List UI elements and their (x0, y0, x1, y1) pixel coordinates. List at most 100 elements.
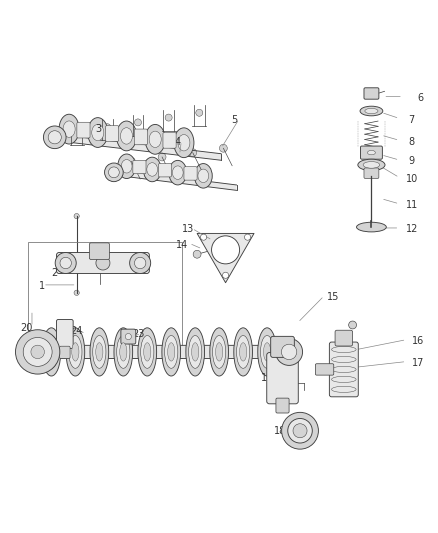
FancyBboxPatch shape (271, 336, 294, 358)
Ellipse shape (358, 159, 385, 171)
Ellipse shape (143, 157, 161, 182)
Circle shape (219, 144, 227, 152)
FancyBboxPatch shape (315, 364, 334, 375)
Text: 24: 24 (71, 326, 83, 336)
Ellipse shape (261, 336, 274, 368)
Ellipse shape (121, 159, 132, 173)
Text: 3: 3 (95, 124, 102, 134)
FancyBboxPatch shape (133, 160, 146, 174)
Circle shape (105, 163, 123, 182)
Ellipse shape (360, 106, 383, 116)
Ellipse shape (363, 161, 380, 168)
FancyBboxPatch shape (38, 345, 295, 359)
Polygon shape (55, 134, 221, 160)
Ellipse shape (198, 169, 208, 183)
Ellipse shape (120, 343, 127, 361)
Circle shape (60, 257, 71, 269)
Circle shape (55, 253, 76, 273)
Ellipse shape (178, 134, 190, 151)
Ellipse shape (147, 163, 158, 176)
Ellipse shape (120, 128, 133, 144)
Ellipse shape (145, 124, 165, 154)
Ellipse shape (138, 328, 157, 376)
FancyBboxPatch shape (106, 126, 119, 141)
Text: 19: 19 (261, 373, 273, 383)
Ellipse shape (92, 124, 104, 141)
Text: 7: 7 (409, 115, 415, 125)
Circle shape (276, 338, 303, 366)
Circle shape (23, 337, 52, 366)
Ellipse shape (212, 336, 226, 368)
Polygon shape (197, 233, 254, 282)
Ellipse shape (215, 343, 223, 361)
Text: 13: 13 (182, 224, 194, 235)
Ellipse shape (72, 343, 79, 361)
Ellipse shape (186, 328, 205, 376)
Ellipse shape (114, 328, 133, 376)
Circle shape (189, 149, 197, 157)
Text: 8: 8 (409, 136, 415, 147)
Text: 18: 18 (274, 426, 286, 436)
FancyBboxPatch shape (163, 132, 176, 148)
Circle shape (15, 330, 60, 374)
Circle shape (223, 272, 229, 278)
Ellipse shape (66, 328, 85, 376)
Text: 2: 2 (52, 268, 58, 278)
Circle shape (73, 128, 80, 135)
Circle shape (244, 234, 251, 240)
Circle shape (31, 345, 44, 359)
Ellipse shape (191, 343, 199, 361)
Circle shape (201, 234, 207, 240)
Ellipse shape (117, 336, 130, 368)
Circle shape (193, 251, 201, 258)
Ellipse shape (173, 166, 183, 180)
Circle shape (109, 167, 119, 177)
Ellipse shape (357, 222, 386, 232)
Ellipse shape (149, 131, 161, 148)
Text: 23: 23 (132, 329, 144, 340)
Circle shape (134, 119, 141, 126)
Text: 9: 9 (409, 156, 415, 166)
FancyBboxPatch shape (364, 168, 379, 179)
Ellipse shape (90, 328, 109, 376)
FancyBboxPatch shape (276, 398, 289, 413)
Ellipse shape (264, 343, 271, 361)
FancyBboxPatch shape (360, 146, 382, 159)
Text: 1: 1 (39, 281, 45, 291)
Ellipse shape (48, 343, 55, 361)
Ellipse shape (240, 343, 247, 361)
Ellipse shape (42, 328, 61, 376)
Ellipse shape (165, 336, 178, 368)
Bar (28, 243, 182, 359)
Ellipse shape (367, 150, 375, 155)
Ellipse shape (96, 343, 103, 361)
Ellipse shape (93, 336, 106, 368)
Ellipse shape (118, 154, 136, 179)
Ellipse shape (258, 328, 276, 376)
Text: 17: 17 (412, 358, 424, 368)
Text: 11: 11 (406, 200, 418, 210)
Ellipse shape (174, 128, 194, 158)
FancyBboxPatch shape (60, 346, 70, 359)
FancyBboxPatch shape (159, 164, 172, 177)
FancyBboxPatch shape (134, 129, 148, 145)
Ellipse shape (210, 328, 229, 376)
Ellipse shape (234, 328, 252, 376)
Ellipse shape (117, 121, 137, 151)
Circle shape (96, 256, 110, 270)
Text: 20: 20 (20, 323, 32, 333)
Circle shape (288, 418, 312, 443)
Circle shape (125, 334, 131, 340)
Circle shape (127, 157, 135, 165)
Ellipse shape (162, 328, 180, 376)
Ellipse shape (144, 343, 151, 361)
Text: 12: 12 (406, 224, 418, 235)
Ellipse shape (59, 114, 79, 144)
Text: 4: 4 (174, 136, 180, 147)
FancyBboxPatch shape (267, 352, 298, 404)
FancyBboxPatch shape (329, 342, 358, 397)
FancyBboxPatch shape (121, 329, 136, 344)
Ellipse shape (88, 118, 108, 148)
FancyBboxPatch shape (77, 122, 90, 138)
Ellipse shape (168, 343, 175, 361)
